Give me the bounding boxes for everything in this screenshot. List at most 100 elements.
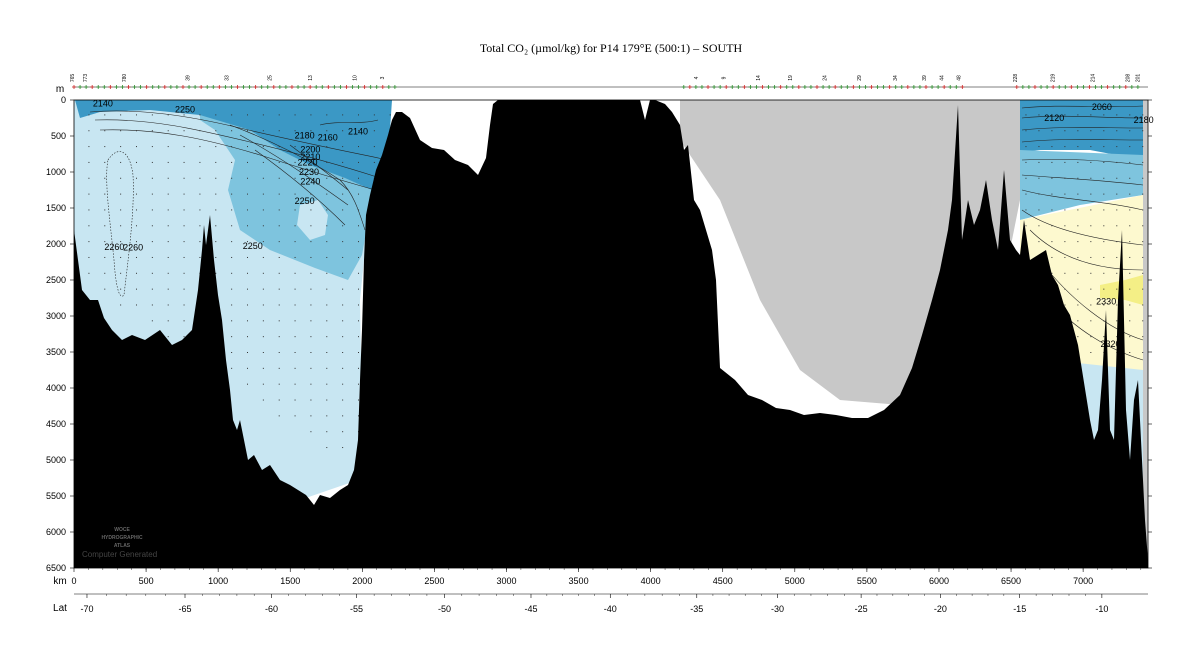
sample-dot: [1090, 256, 1092, 258]
sample-dot: [294, 352, 296, 353]
sample-dot: [246, 225, 248, 227]
sample-dot: [231, 272, 233, 274]
sample-dot: [1051, 161, 1053, 163]
sample-dot: [262, 288, 264, 290]
sample-dot: [151, 225, 153, 227]
sample-dot: [1064, 161, 1066, 163]
sample-dot: [1090, 130, 1092, 132]
sample-dot: [310, 383, 312, 385]
sample-dot: [151, 177, 153, 179]
sample-dot: [135, 146, 137, 148]
sample-dot: [1142, 161, 1144, 163]
sample-dot: [278, 288, 280, 290]
sample-dot: [1142, 336, 1144, 338]
sample-dot: [88, 256, 90, 258]
sample-dot: [357, 367, 359, 369]
contour-label: 2220: [298, 158, 318, 168]
sample-dot: [246, 209, 248, 211]
station-label: 34: [893, 75, 899, 81]
sample-dot: [357, 146, 359, 148]
sample-dot: [246, 130, 248, 132]
distance-tick-label: 5500: [857, 576, 877, 586]
sample-dot: [183, 209, 185, 211]
sample-dot: [1077, 114, 1079, 116]
latitude-tick-label: -55: [350, 604, 363, 614]
sample-dot: [1103, 146, 1105, 148]
distance-tick-label: 2500: [424, 576, 444, 586]
sample-dot: [342, 415, 344, 417]
sample-dot: [1064, 272, 1066, 274]
sample-dot: [1116, 336, 1118, 338]
sample-dot: [278, 209, 280, 211]
sample-dot: [1116, 177, 1118, 179]
sample-dot: [231, 352, 233, 353]
sample-dot: [199, 241, 201, 243]
distance-unit-label: km: [53, 576, 66, 587]
sample-dot: [183, 225, 185, 227]
sample-dot: [310, 209, 312, 211]
sample-dot: [183, 256, 185, 258]
sample-dot: [1090, 304, 1092, 306]
sample-dot: [326, 130, 328, 132]
sample-dot: [1077, 272, 1079, 274]
sample-dot: [342, 272, 344, 274]
sample-dot: [262, 177, 264, 179]
sample-dot: [151, 209, 153, 211]
sample-dot: [1129, 146, 1131, 148]
distance-tick-label: 1000: [208, 576, 228, 586]
sample-dot: [120, 288, 122, 290]
sample-dot: [1038, 146, 1040, 148]
sample-dot: [151, 272, 153, 274]
sample-dot: [151, 320, 153, 322]
contour-label: 2060: [1092, 102, 1112, 112]
depth-tick-label: 5500: [46, 491, 66, 501]
sample-dot: [246, 320, 248, 322]
sample-dot: [151, 256, 153, 258]
sample-dot: [326, 383, 328, 385]
sample-dot: [135, 114, 137, 116]
sample-dot: [1038, 177, 1040, 179]
sample-dot: [167, 209, 169, 211]
station-label: 214: [1091, 74, 1097, 83]
sample-dot: [151, 161, 153, 163]
sample-dot: [326, 272, 328, 274]
station-label: 14: [756, 75, 762, 81]
distance-tick-label: 7000: [1073, 576, 1093, 586]
sample-dot: [1025, 209, 1027, 211]
sample-dot: [1129, 304, 1131, 306]
sample-dot: [183, 193, 185, 195]
sample-dot: [246, 146, 248, 148]
sample-dot: [1038, 114, 1040, 116]
sample-dot: [326, 161, 328, 163]
sample-dot: [231, 146, 233, 148]
sample-dot: [294, 241, 296, 243]
sample-dot: [310, 225, 312, 227]
sample-dot: [294, 415, 296, 417]
sample-dot: [246, 241, 248, 243]
sample-dot: [326, 241, 328, 243]
no-data-region-middle: [392, 100, 1020, 405]
distance-tick-label: 3000: [496, 576, 516, 586]
sample-dot: [357, 225, 359, 227]
sample-dot: [1142, 241, 1144, 243]
sample-dot: [278, 177, 280, 179]
sample-dot: [1051, 193, 1053, 195]
watermark-line-1: WOCE: [114, 527, 130, 533]
sample-dot: [199, 209, 201, 211]
sample-dot: [88, 209, 90, 211]
station-label: 201: [1135, 74, 1141, 83]
sample-dot: [1142, 177, 1144, 179]
sample-dot: [342, 114, 344, 116]
station-label: 33: [224, 75, 230, 81]
station-label: 39: [922, 75, 928, 81]
sample-dot: [1064, 146, 1066, 148]
sample-dot: [215, 193, 217, 195]
sample-dot: [1116, 288, 1118, 290]
sample-dot: [357, 304, 359, 306]
sample-dot: [1103, 225, 1105, 227]
latitude-tick-label: -45: [524, 604, 537, 614]
sample-dot: [262, 209, 264, 211]
sample-dot: [167, 193, 169, 195]
sample-dot: [1051, 146, 1053, 148]
